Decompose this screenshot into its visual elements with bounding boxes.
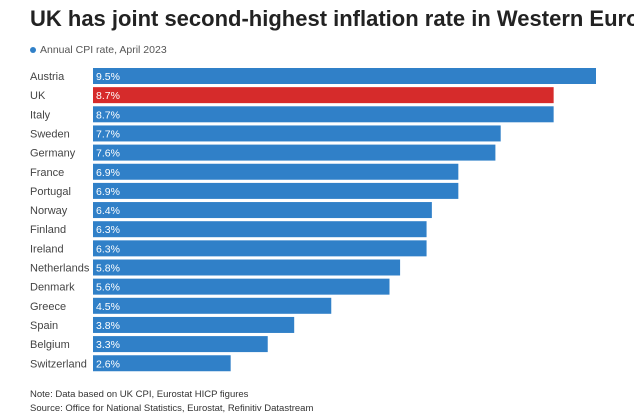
bar-portugal	[93, 182, 459, 199]
bar-germany	[93, 144, 496, 161]
category-label-portugal: Portugal	[30, 186, 71, 198]
value-label-sweden: 7.7%	[96, 128, 120, 140]
value-label-norway: 6.4%	[96, 205, 120, 217]
bar-uk	[93, 87, 554, 104]
category-label-austria: Austria	[30, 71, 65, 83]
legend: Annual CPI rate, April 2023	[30, 44, 167, 56]
category-label-finland: Finland	[30, 224, 66, 236]
category-label-france: France	[30, 167, 64, 179]
bar-greece	[93, 297, 332, 314]
category-label-belgium: Belgium	[30, 339, 70, 351]
source-text: Source: Office for National Statistics, …	[30, 403, 314, 414]
legend-label: Annual CPI rate, April 2023	[40, 44, 167, 56]
value-label-belgium: 3.3%	[96, 339, 120, 351]
category-label-ireland: Ireland	[30, 243, 64, 255]
category-label-spain: Spain	[30, 320, 58, 332]
category-label-sweden: Sweden	[30, 128, 70, 140]
chart-title: UK has joint second-highest inflation ra…	[30, 6, 634, 31]
bar-finland	[93, 221, 427, 238]
category-label-greece: Greece	[30, 301, 66, 313]
category-label-germany: Germany	[30, 148, 76, 160]
bar-norway	[93, 202, 432, 219]
bar-netherlands	[93, 259, 401, 276]
bar-austria	[93, 68, 596, 84]
value-label-netherlands: 5.8%	[96, 263, 120, 275]
value-label-switzerland: 2.6%	[96, 358, 120, 370]
category-label-switzerland: Switzerland	[30, 358, 87, 370]
value-label-germany: 7.6%	[96, 148, 120, 160]
value-label-spain: 3.8%	[96, 320, 120, 332]
value-label-greece: 4.5%	[96, 301, 120, 313]
value-label-finland: 6.3%	[96, 224, 120, 236]
bar-switzerland	[93, 355, 231, 372]
value-label-italy: 8.7%	[96, 109, 120, 121]
bar-denmark	[93, 278, 390, 295]
category-label-netherlands: Netherlands	[30, 263, 90, 275]
value-label-denmark: 5.6%	[96, 282, 120, 294]
bar-france	[93, 163, 459, 180]
bar-spain	[93, 316, 295, 333]
legend-dot-icon	[30, 47, 36, 53]
note-text: Note: Data based on UK CPI, Eurostat HIC…	[30, 389, 249, 400]
value-label-ireland: 6.3%	[96, 243, 120, 255]
chart-notes: Note: Data based on UK CPI, Eurostat HIC…	[30, 388, 313, 416]
category-label-norway: Norway	[30, 205, 68, 217]
bar-ireland	[93, 240, 427, 257]
category-label-denmark: Denmark	[30, 282, 75, 294]
value-label-uk: 8.7%	[96, 90, 120, 102]
value-label-portugal: 6.9%	[96, 186, 120, 198]
bar-belgium	[93, 336, 268, 353]
value-label-austria: 9.5%	[96, 71, 120, 83]
value-label-france: 6.9%	[96, 167, 120, 179]
bar-italy	[93, 106, 554, 123]
bar-sweden	[93, 125, 501, 142]
category-label-uk: UK	[30, 90, 46, 102]
category-label-italy: Italy	[30, 109, 51, 121]
bar-chart: Austria 9.5% UK 8.7% Italy 8.7% Sweden 7.7% Germ…	[30, 68, 596, 372]
